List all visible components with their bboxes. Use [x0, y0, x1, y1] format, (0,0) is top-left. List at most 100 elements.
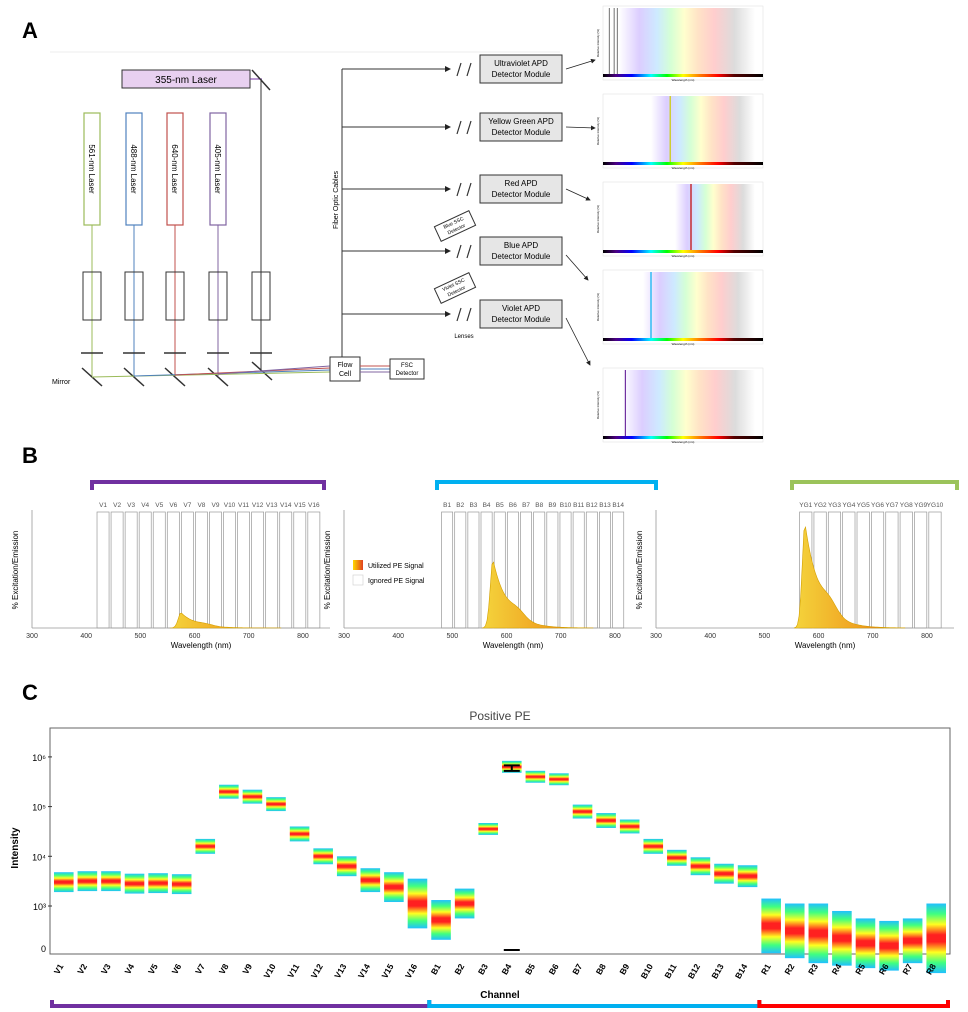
b-channel-label-B8: B8: [535, 502, 543, 509]
heat-xlabel-B2: B2: [452, 962, 466, 977]
mini-ylabel-4: Relative intensity (%): [596, 293, 600, 321]
panel-b-bracket-2: [435, 480, 658, 490]
b-xlabel-1: Wavelength (nm): [171, 641, 232, 650]
heat-cell-B6: [549, 773, 569, 786]
lens-b-3: [466, 182, 472, 197]
b-xtick-3-300: 300: [650, 633, 662, 640]
b-channel-label-B10: B10: [560, 502, 572, 509]
b-channel-box-V13: [265, 511, 279, 629]
b-xtick-3-400: 400: [704, 633, 716, 640]
mini-spectrum-band-1: [619, 8, 755, 74]
heat-xlabel-R5: R5: [853, 962, 867, 977]
mini-spectrum-bar-2: [603, 162, 763, 165]
b-xtick-1-300: 300: [26, 633, 38, 640]
b-channel-box-V8: [195, 511, 208, 629]
heat-xlabel-B5: B5: [523, 962, 537, 977]
b-channel-label-YG2: YG2: [814, 502, 827, 509]
module-arrow-3: [565, 188, 591, 201]
b-channel-label-B14: B14: [612, 502, 624, 509]
module-line1-1: Ultraviolet APD: [494, 59, 548, 68]
b-channel-label-YG3: YG3: [828, 502, 841, 509]
heat-xlabel-V11: V11: [285, 962, 301, 980]
b-channel-box-B9: [546, 511, 559, 629]
b-channel-box-V7: [180, 511, 194, 629]
heat-xlabel-V4: V4: [122, 962, 136, 976]
b-channel-box-B12: [585, 511, 598, 629]
panel-b-letter: B: [22, 443, 38, 468]
b-channel-box-V15: [293, 511, 307, 629]
mirror-3: [164, 367, 186, 387]
heat-cell-B11: [667, 849, 687, 866]
heatmap-title: Positive PE: [469, 709, 530, 723]
beam-optic-1: [82, 271, 102, 321]
b-channel-label-YG1: YG1: [799, 502, 812, 509]
heat-cell-V13: [336, 856, 357, 877]
panel-c-bracket-1: [50, 1000, 432, 1008]
heat-ytick-0: 10⁶: [32, 753, 46, 763]
heat-xlabel-B10: B10: [639, 962, 656, 981]
heat-xlabel-V14: V14: [356, 962, 372, 980]
fsc-line1: FSC: [401, 363, 414, 369]
heat-xlabel-V5: V5: [146, 962, 160, 976]
heat-xlabel-R3: R3: [806, 962, 820, 977]
b-channel-label-B9: B9: [548, 502, 556, 509]
b-xtick-2-400: 400: [392, 633, 404, 640]
b-ylabel-3: % Excitation/Emission: [635, 531, 644, 610]
heat-xlabel-B6: B6: [547, 962, 561, 977]
heat-cell-V6: [171, 874, 192, 895]
heat-cell-R7: [902, 918, 923, 964]
b-channel-box-V14: [279, 511, 293, 629]
b-channel-label-V9: V9: [211, 502, 219, 509]
laser-label-4: 405-nm Laser: [213, 144, 222, 194]
heat-xlabel-V3: V3: [99, 962, 113, 976]
mini-xlabel-4: Wavelength (nm): [672, 342, 695, 346]
b-xtick-3-600: 600: [813, 633, 825, 640]
laser-label-3: 640-nm Laser: [170, 144, 179, 194]
mini-xlabel-2: Wavelength (nm): [672, 166, 695, 170]
mini-spectrum-bar-1: [603, 74, 763, 77]
heat-xlabel-V12: V12: [309, 962, 325, 980]
mini-spectrum-bar-3: [603, 250, 763, 253]
heat-cell-V3: [101, 871, 121, 892]
heat-xlabel-R8: R8: [924, 962, 938, 977]
fiber-label: Fiber Optic Cables: [333, 171, 340, 229]
b-channel-box-V10: [223, 511, 236, 629]
module-line1-5: Violet APD: [502, 304, 540, 313]
b-pe-emission-1: [169, 612, 282, 629]
module-line2-3: Detector Module: [492, 190, 551, 199]
heat-xlabel-R1: R1: [759, 962, 773, 977]
mini-ylabel-3: Relative intensity (%): [596, 205, 600, 233]
b-channel-label-B3: B3: [469, 502, 477, 509]
heat-cell-V15: [384, 872, 404, 903]
panel-a-letter: A: [22, 18, 38, 43]
heat-cell-B1: [431, 900, 451, 940]
module-arrow-5: [565, 317, 591, 366]
mini-spectrum-bar-5: [603, 436, 763, 439]
mini-spectrum-band-2: [651, 96, 755, 162]
b-channel-label-V7: V7: [183, 502, 191, 509]
b-xtick-3-500: 500: [759, 633, 771, 640]
b-channel-label-V1: V1: [99, 502, 107, 509]
heat-cell-B14: [737, 865, 758, 888]
b-ylabel-1: % Excitation/Emission: [11, 531, 20, 610]
b-channel-box-B14: [612, 511, 625, 629]
b-channel-box-YG4: [842, 511, 856, 629]
violet-ssc-box: [433, 272, 477, 304]
uv-laser-label: 355-nm Laser: [155, 75, 217, 86]
heat-ytick-2: 10⁴: [32, 852, 46, 862]
heat-cell-V16: [407, 878, 428, 929]
heat-cell-B13: [714, 863, 734, 884]
detector-module-4: [479, 236, 563, 266]
b-xtick-1-600: 600: [189, 633, 201, 640]
module-line1-4: Blue APD: [504, 241, 538, 250]
mini-spectrum-band-3: [675, 184, 755, 250]
panel-b-bracket-3: [790, 480, 959, 490]
b-channel-box-V3: [124, 511, 138, 629]
b-xtick-2-700: 700: [555, 633, 567, 640]
legend-ignored-swatch: [352, 574, 364, 586]
b-channel-label-YG9: YG9: [914, 502, 927, 509]
b-channel-label-V10: V10: [224, 502, 236, 509]
mini-spectrum-band-5: [622, 370, 755, 436]
heat-xlabel-V13: V13: [332, 962, 348, 980]
lens-a-2: [456, 120, 462, 135]
